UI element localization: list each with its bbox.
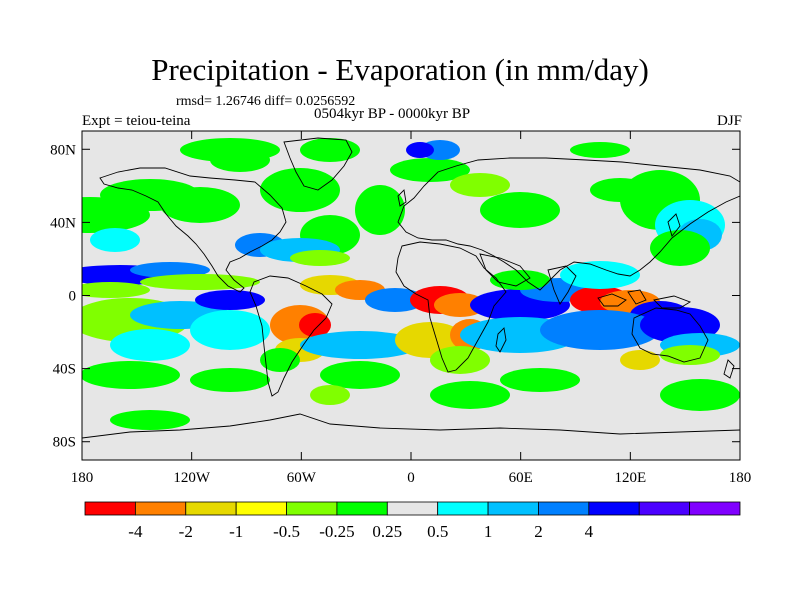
pme-field-patch	[390, 158, 470, 182]
pme-field-patch	[650, 230, 710, 266]
colorbar-label: 2	[534, 522, 543, 541]
pme-field-patch	[540, 310, 660, 350]
colorbar-label: 4	[585, 522, 594, 541]
map-plot-area	[82, 131, 740, 460]
colorbar-label: -2	[179, 522, 193, 541]
pme-field-patch	[82, 282, 150, 298]
chart-title: Precipitation - Evaporation (in mm/day)	[151, 52, 649, 87]
pme-field-patch	[450, 173, 510, 197]
stats-label: rmsd= 1.26746 diff= 0.0256592	[176, 94, 356, 109]
lon-tick-label: 180	[71, 470, 94, 486]
pme-field-patch	[140, 274, 260, 290]
pme-field-patch	[660, 345, 720, 365]
pme-field-patch	[500, 368, 580, 392]
pme-field-patch	[310, 385, 350, 405]
experiment-label: Expt = teiou-teina	[82, 113, 191, 129]
lat-axis: 80N 40N 0 40S 80S	[50, 142, 740, 451]
lon-tick-label: 120W	[173, 470, 211, 486]
colorbar-swatch	[588, 501, 640, 516]
pme-field-patch	[570, 142, 630, 158]
pme-field-patch	[560, 261, 640, 289]
pme-field-patch	[110, 410, 190, 430]
colorbar-swatch	[336, 501, 388, 516]
pme-field-patch	[90, 228, 140, 252]
colorbar-swatch	[638, 501, 691, 516]
pme-field-patch	[130, 262, 210, 278]
pme-field-patch	[300, 138, 360, 162]
pme-field-patch	[430, 346, 490, 374]
lon-tick-label: 0	[407, 470, 415, 486]
lat-tick-label: 40S	[53, 362, 76, 378]
pme-field-patch	[195, 290, 265, 310]
pme-field-patch	[434, 293, 486, 317]
colorbar-label: 0.25	[372, 522, 402, 541]
coastlines	[82, 137, 740, 439]
colorbar-swatch	[84, 501, 136, 516]
pme-field-patch	[355, 185, 405, 235]
colorbar-swatch	[538, 501, 590, 516]
lon-axis: 180 120W 60W 0 60E 120E 180	[71, 131, 752, 486]
colorbar-label: 0.5	[427, 522, 448, 541]
colorbar-swatch	[689, 501, 741, 516]
pme-field-patch	[490, 270, 550, 290]
lat-tick-label: 80N	[50, 142, 76, 158]
lat-tick-label: 80S	[53, 435, 76, 451]
colorbar-label: -1	[229, 522, 243, 541]
pme-field-patch	[260, 168, 340, 212]
colorbar-swatch	[235, 501, 287, 516]
pme-field-patch	[480, 192, 560, 228]
lon-tick-label: 60E	[509, 470, 533, 486]
pme-field-patch	[299, 313, 331, 337]
colorbar-swatch	[286, 501, 338, 516]
lon-tick-label: 180	[729, 470, 752, 486]
colorbar: -4 -2 -1 -0.5 -0.25 0.25 0.5 1 2 4	[84, 501, 741, 541]
lon-tick-label: 60W	[287, 470, 317, 486]
colorbar-label: 1	[484, 522, 493, 541]
pme-field	[82, 138, 740, 430]
pme-field-patch	[430, 381, 510, 409]
period-label: 0504kyr BP - 0000kyr BP	[314, 106, 471, 122]
colorbar-swatch	[185, 501, 237, 516]
pme-field-patch	[82, 361, 180, 389]
pme-field-patch	[160, 187, 240, 223]
colorbar-swatch	[134, 501, 187, 516]
lat-tick-label: 0	[69, 289, 77, 305]
pme-field-patch	[190, 368, 270, 392]
pme-field-patch	[190, 310, 270, 350]
colorbar-label: -4	[128, 522, 143, 541]
pme-field-patch	[290, 250, 350, 266]
lon-tick-label: 120E	[614, 470, 646, 486]
pme-field-patch	[300, 331, 420, 359]
colorbar-label: -0.5	[273, 522, 300, 541]
colorbar-swatch	[437, 501, 489, 516]
pme-field-patch	[110, 329, 190, 361]
lat-tick-label: 40N	[50, 215, 76, 231]
season-label: DJF	[716, 113, 742, 129]
colorbar-label: -0.25	[319, 522, 354, 541]
pme-field-patch	[180, 138, 280, 162]
pme-field-patch	[660, 379, 740, 411]
pme-field-patch	[406, 142, 434, 158]
colorbar-swatch	[487, 501, 539, 516]
pme-field-patch	[365, 288, 425, 312]
pme-field-patch	[320, 361, 400, 389]
colorbar-swatch	[386, 501, 439, 516]
pme-field-patch	[620, 350, 660, 370]
